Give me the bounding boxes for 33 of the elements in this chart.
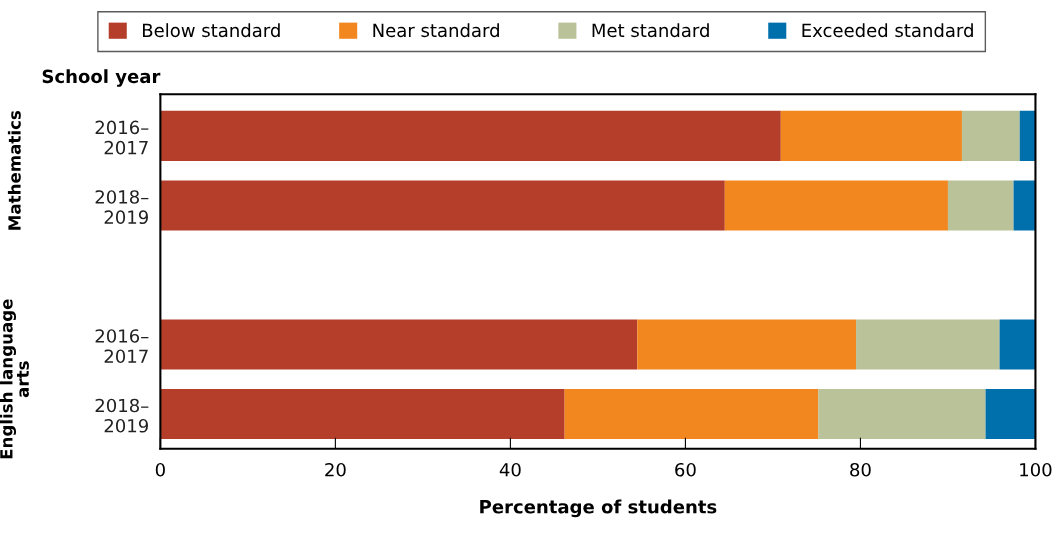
bar — [724, 180, 948, 231]
bar — [961, 110, 1020, 161]
text: Mathematics — [7, 110, 21, 230]
legend-label: Below standard — [142, 23, 280, 38]
text: English language arts — [0, 299, 29, 459]
x-tick-label: 80 — [850, 462, 871, 477]
y-tick-label: 2018– 2019 — [95, 190, 149, 225]
bar — [818, 388, 986, 440]
bar — [947, 180, 1014, 231]
legend-label: Near standard — [373, 23, 499, 38]
x-tick-label: 20 — [325, 462, 346, 477]
bar — [160, 110, 781, 161]
legend-label: Met standard — [592, 23, 709, 38]
y-axis-title: School year — [42, 69, 161, 87]
x-tick-label: 0 — [155, 462, 165, 477]
y-tick-label: 2016– 2017 — [95, 120, 149, 155]
x-axis-title: Percentage of students — [480, 499, 717, 518]
bar — [637, 319, 857, 370]
bar — [780, 110, 962, 161]
x-tick-label: 40 — [499, 462, 521, 477]
y-tick-label: 2018– 2019 — [95, 398, 149, 433]
bar — [999, 319, 1036, 370]
bar — [564, 388, 819, 440]
bar — [160, 319, 638, 370]
x-tick-label: 60 — [675, 462, 696, 477]
bar — [1013, 180, 1036, 231]
bar — [985, 388, 1036, 440]
x-tick-label: 100 — [1020, 462, 1052, 477]
legend-label: Exceeded standard — [802, 23, 973, 38]
bar — [856, 319, 1000, 370]
bar — [160, 388, 565, 440]
bar — [160, 180, 725, 231]
y-tick-label: 2016– 2017 — [95, 329, 149, 364]
